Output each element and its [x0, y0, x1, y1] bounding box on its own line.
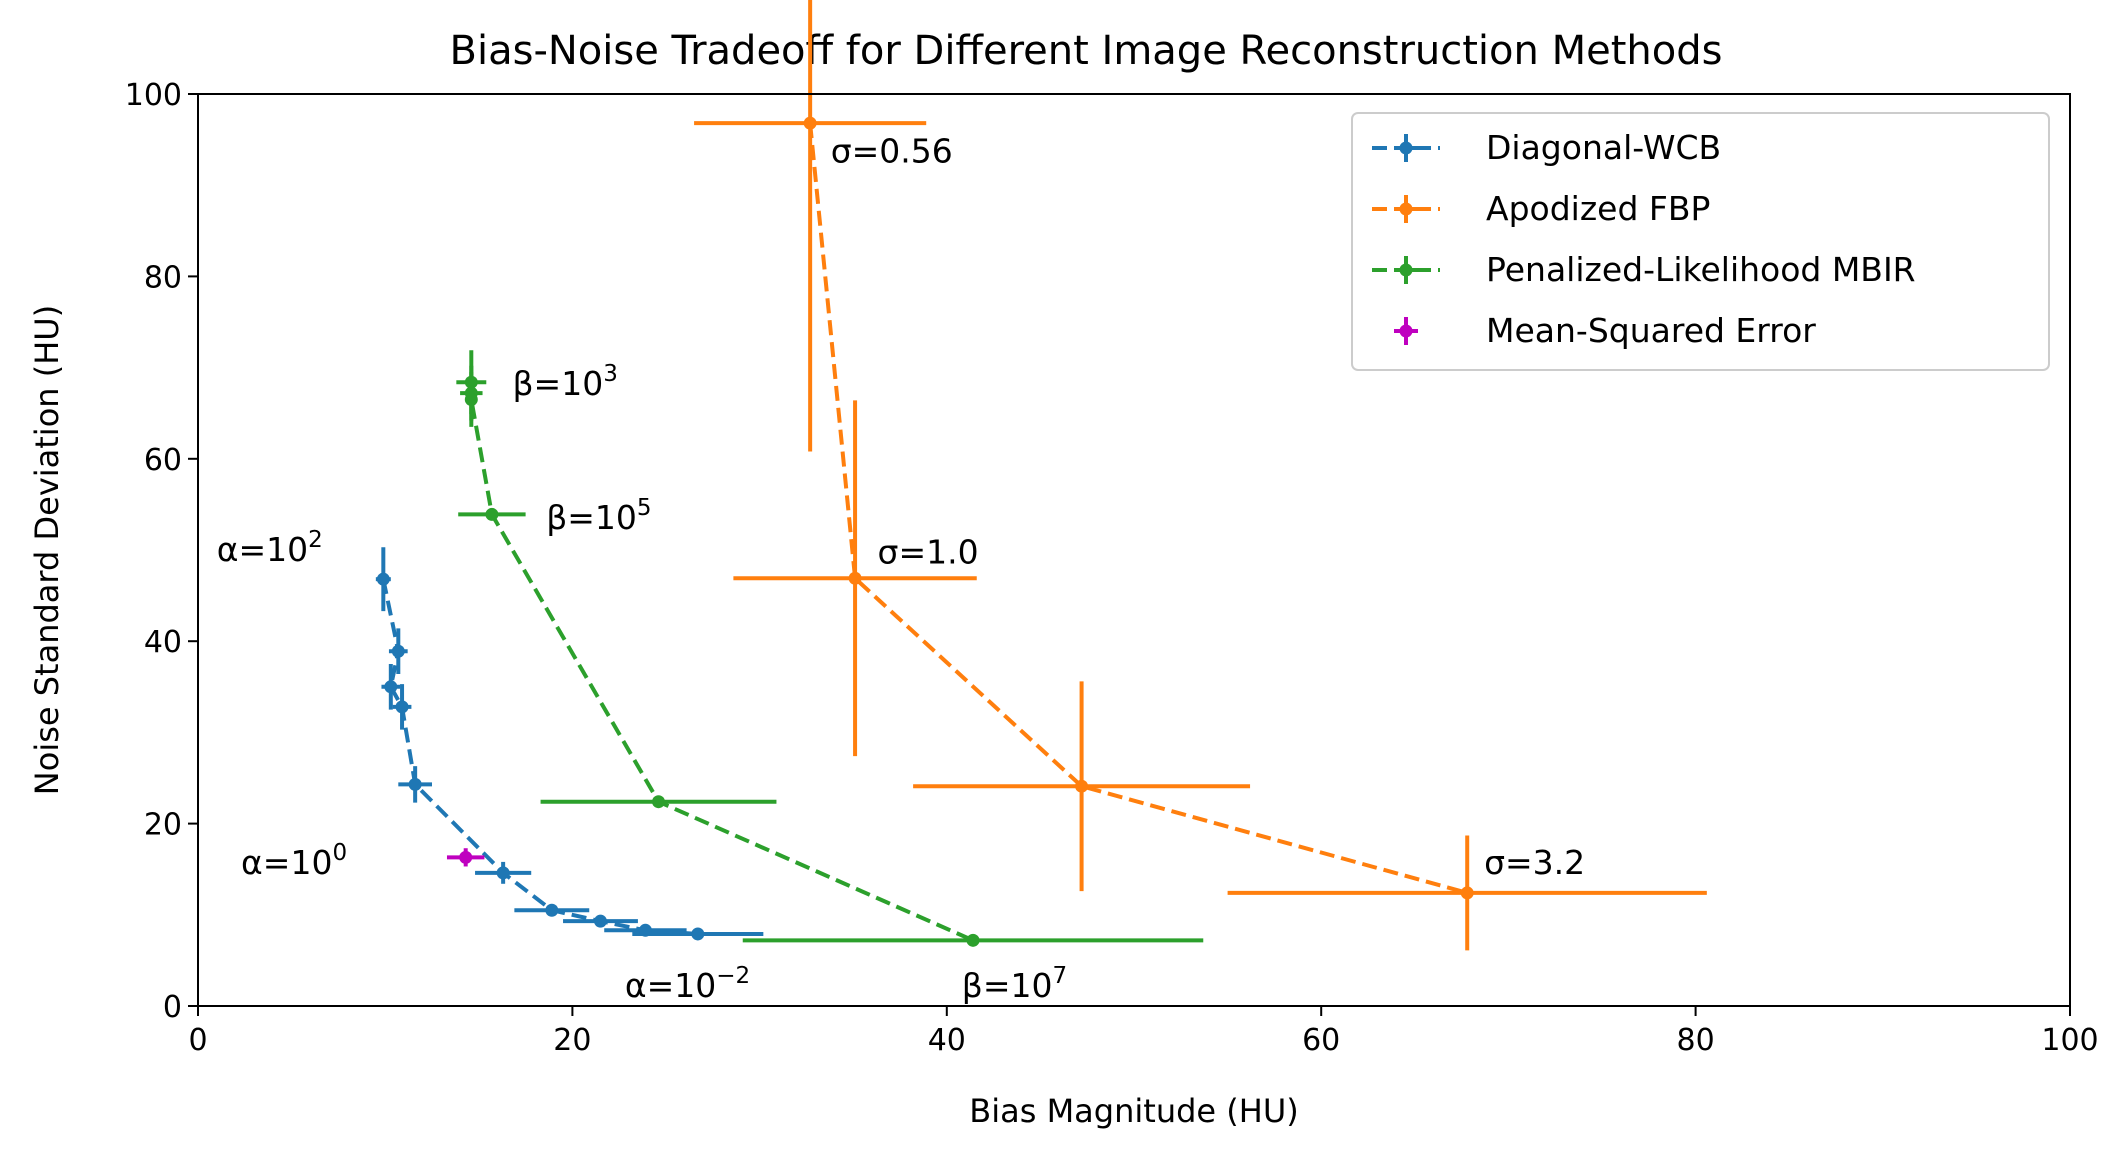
- legend: Diagonal-WCB Apodized FBP Penalized-Likeli…: [1351, 112, 2050, 371]
- series-diagonal-wcb: [375, 547, 764, 941]
- y-tick-label: 0: [163, 990, 182, 1025]
- annotation-label: σ=0.56: [831, 131, 953, 170]
- legend-label: Penalized-Likelihood MBIR: [1486, 250, 1916, 289]
- data-point: [848, 571, 862, 585]
- data-point: [395, 700, 409, 714]
- annotation-label: β=103: [512, 361, 617, 403]
- legend-label: Mean-Squared Error: [1486, 311, 1816, 350]
- annotation-label: α=100: [241, 840, 347, 882]
- data-point: [485, 507, 499, 521]
- annotation-exponent: 0: [332, 840, 347, 866]
- legend-marker: [1399, 263, 1413, 277]
- chart-title: Bias-Noise Tradeoff for Different Image …: [450, 28, 1723, 74]
- x-axis-label: Bias Magnitude (HU): [969, 1092, 1298, 1130]
- data-point: [391, 644, 405, 658]
- annotation-base: β=10: [512, 364, 603, 403]
- data-point: [1075, 779, 1089, 793]
- data-point: [496, 866, 510, 880]
- x-tick-label: 60: [1302, 1023, 1340, 1058]
- annotation-base: α=10: [241, 843, 332, 882]
- legend-entry: Apodized FBP: [1372, 189, 1710, 228]
- annotation-exponent: 2: [308, 527, 323, 553]
- series-line: [381, 578, 698, 936]
- legend-entry: Penalized-Likelihood MBIR: [1372, 250, 1916, 289]
- y-axis: 0 20 40 60 80 100: [125, 78, 198, 1025]
- legend-frame: [1351, 112, 2050, 371]
- data-point: [966, 933, 980, 947]
- data-point: [638, 923, 652, 937]
- annotation-exponent: −2: [716, 963, 750, 989]
- legend-marker: [1399, 202, 1413, 216]
- legend-marker: [1399, 324, 1413, 338]
- annotation-base: β=10: [546, 498, 637, 537]
- y-tick-label: 40: [144, 625, 182, 660]
- annotation-label: α=10−2: [625, 963, 750, 1005]
- series-penalized-likelihood-mbir: [456, 350, 1204, 947]
- x-tick-label: 100: [2041, 1023, 2098, 1058]
- legend-label: Diagonal-WCB: [1486, 128, 1721, 167]
- annotation-layer: σ=0.56σ=1.0σ=3.2β=103β=105β=107α=102α=10…: [217, 131, 1585, 1004]
- series-mean-squared-error: [446, 848, 485, 867]
- annotation-label: α=102: [217, 527, 323, 569]
- series-apodized-fbp: [694, 0, 1707, 951]
- annotation-exponent: 3: [603, 361, 618, 387]
- x-tick-label: 40: [928, 1023, 966, 1058]
- legend-label: Apodized FBP: [1486, 189, 1710, 228]
- data-point: [652, 795, 666, 809]
- data-point: [593, 914, 607, 928]
- y-tick-label: 60: [144, 443, 182, 478]
- legend-entry: Diagonal-WCB: [1372, 128, 1721, 167]
- series-line: [808, 123, 1468, 895]
- legend-entry: Mean-Squared Error: [1394, 311, 1816, 350]
- annotation-label: β=105: [546, 495, 651, 537]
- x-tick-label: 20: [553, 1023, 591, 1058]
- y-axis-label: Noise Standard Deviation (HU): [28, 305, 66, 795]
- data-point: [1460, 886, 1474, 900]
- data-point: [464, 375, 478, 389]
- annotation-label: σ=1.0: [878, 533, 979, 572]
- data-point: [545, 903, 559, 917]
- data-point: [376, 572, 390, 586]
- data-point: [803, 116, 817, 130]
- data-point: [408, 777, 422, 791]
- data-point: [464, 393, 478, 407]
- data-point: [691, 927, 705, 941]
- annotation-base: α=10: [625, 966, 716, 1005]
- x-tick-label: 0: [188, 1023, 207, 1058]
- annotation-exponent: 5: [637, 495, 652, 521]
- series-layer: [375, 0, 1707, 951]
- y-tick-label: 20: [144, 808, 182, 843]
- y-tick-label: 80: [144, 260, 182, 295]
- y-tick-label: 100: [125, 78, 182, 113]
- x-axis: 0 20 40 60 80 100: [188, 1006, 2099, 1058]
- x-tick-label: 80: [1677, 1023, 1715, 1058]
- annotation-exponent: 7: [1052, 963, 1067, 989]
- data-point: [459, 850, 473, 864]
- data-point: [384, 680, 398, 694]
- annotation-label: σ=3.2: [1484, 843, 1585, 882]
- annotation-base: α=10: [217, 530, 308, 569]
- annotation-label: β=107: [962, 963, 1067, 1005]
- annotation-base: β=10: [962, 966, 1053, 1005]
- legend-marker: [1399, 141, 1413, 155]
- axes-frame: [197, 93, 2071, 1007]
